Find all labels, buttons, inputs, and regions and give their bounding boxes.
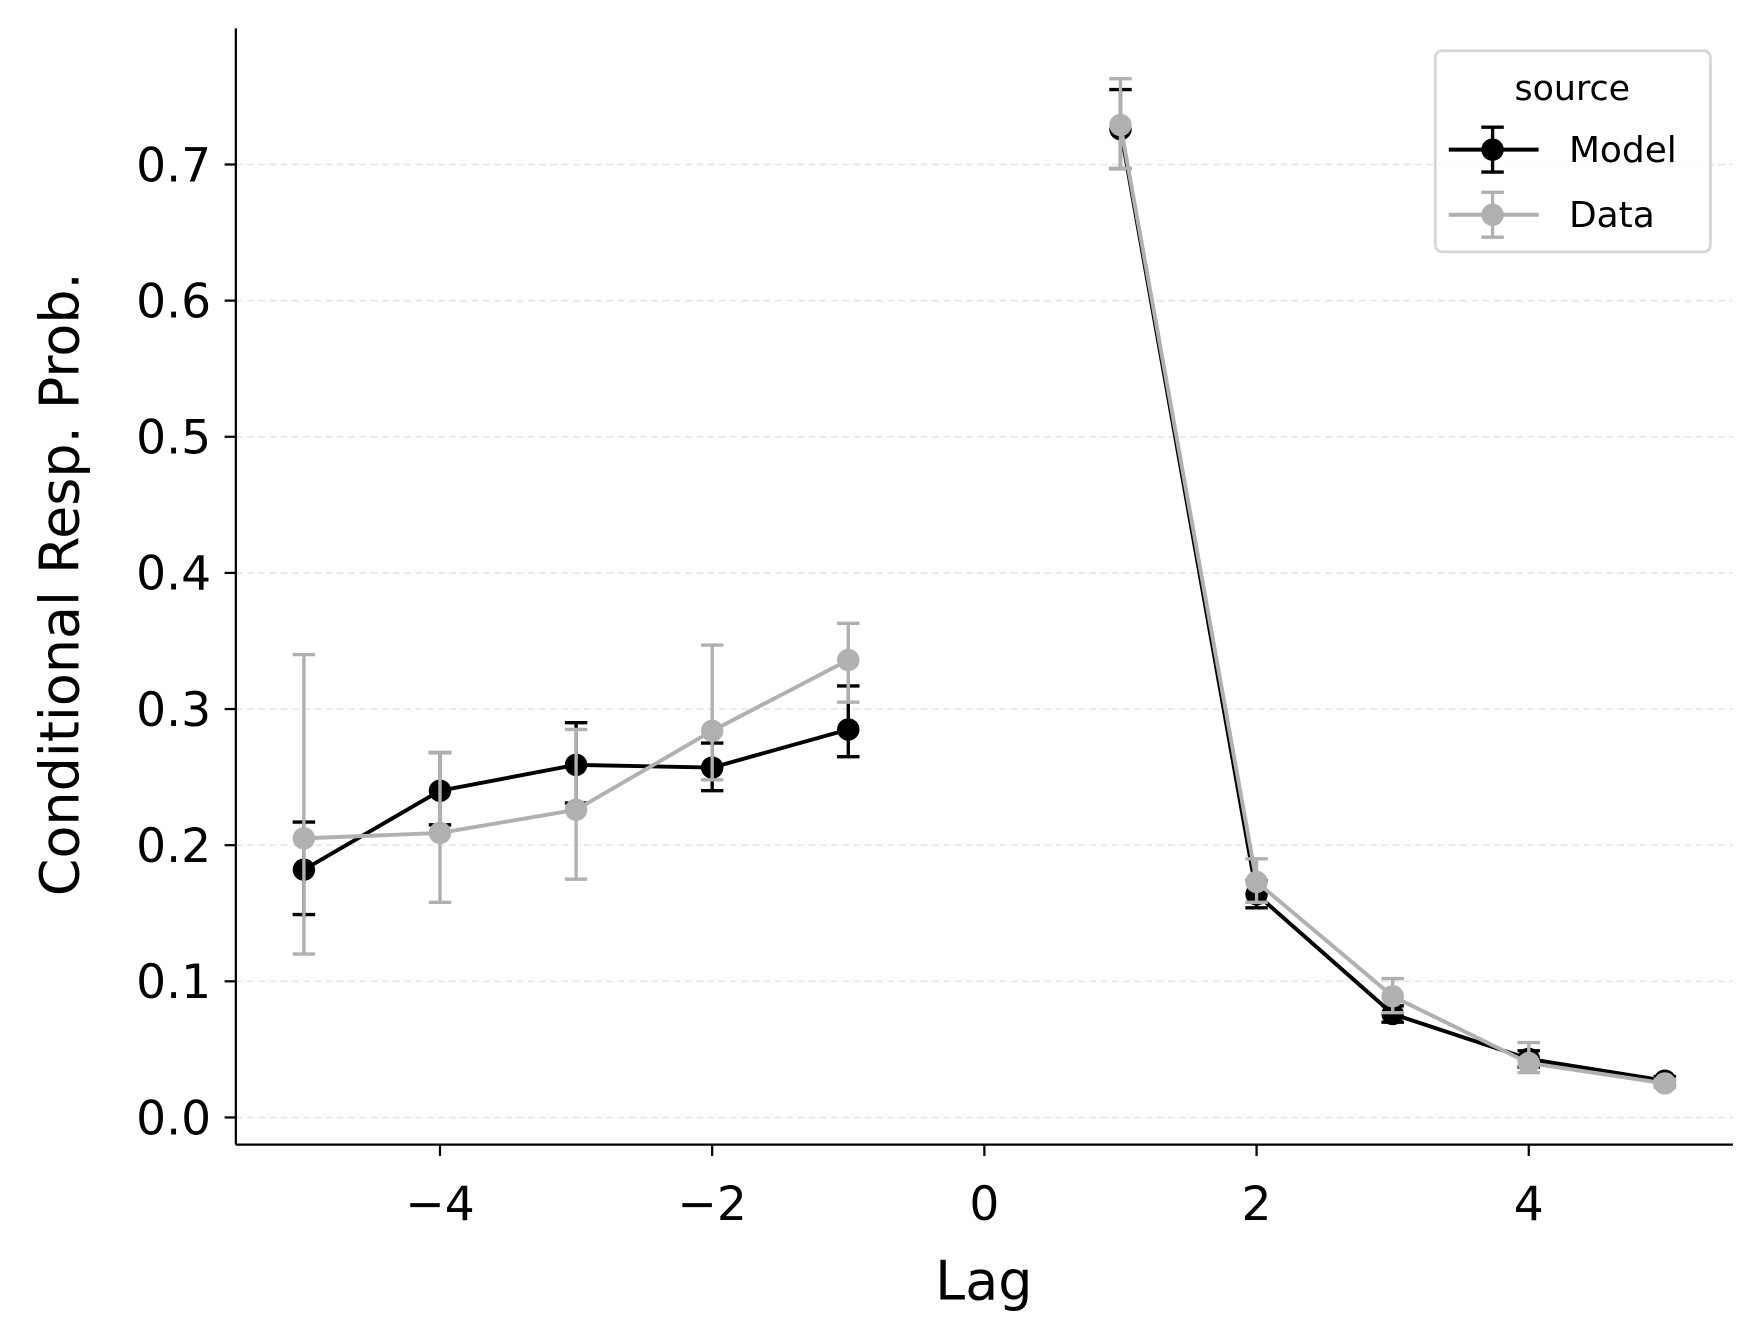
data-point (1517, 1051, 1540, 1075)
y-tick-label: 0.0 (136, 1091, 211, 1146)
x-axis-label: Lag (935, 1250, 1032, 1313)
y-tick-label: 0.7 (136, 138, 211, 193)
legend-frame (1433, 49, 1712, 254)
data-point (837, 718, 860, 741)
series-data (292, 77, 1677, 1095)
data-point (837, 648, 860, 672)
x-tick-label: 2 (1242, 1177, 1272, 1232)
x-tick-label: 0 (969, 1177, 999, 1232)
y-tick-label: 0.3 (136, 683, 211, 738)
series-layer (292, 77, 1677, 1095)
data-point (1109, 113, 1132, 137)
y-tick-label: 0.5 (136, 411, 211, 466)
legend-label: Model (1569, 130, 1677, 171)
y-tick-label: 0.6 (136, 274, 211, 329)
y-axis-label: Conditional Resp. Prob. (29, 272, 92, 896)
y-tick-label: 0.2 (136, 819, 211, 874)
legend-marker (1481, 203, 1504, 227)
legend-title: source (1515, 69, 1631, 109)
data-point (428, 821, 452, 845)
data-point (292, 827, 316, 850)
x-tick-label: 4 (1514, 1177, 1544, 1232)
x-tick-label: −2 (677, 1177, 747, 1232)
y-tick-label: 0.4 (136, 547, 211, 602)
data-point (564, 798, 588, 822)
series-line (1118, 128, 1666, 1083)
data-point (1245, 870, 1268, 894)
legend-marker (1481, 138, 1504, 161)
series-line (1118, 124, 1666, 1086)
legend: source Model Data (1433, 49, 1712, 254)
data-point (1653, 1072, 1677, 1095)
ticks: 0.0 0.1 0.2 0.3 0.4 0.5 0.6 0.7 −4 −2 0 2 4 (136, 138, 1544, 1232)
x-tick-label: −4 (405, 1177, 475, 1232)
data-point (1381, 985, 1404, 1008)
y-tick-label: 0.1 (136, 955, 211, 1010)
grid (235, 163, 1733, 1119)
legend-label: Data (1569, 195, 1655, 236)
data-point (700, 719, 724, 743)
